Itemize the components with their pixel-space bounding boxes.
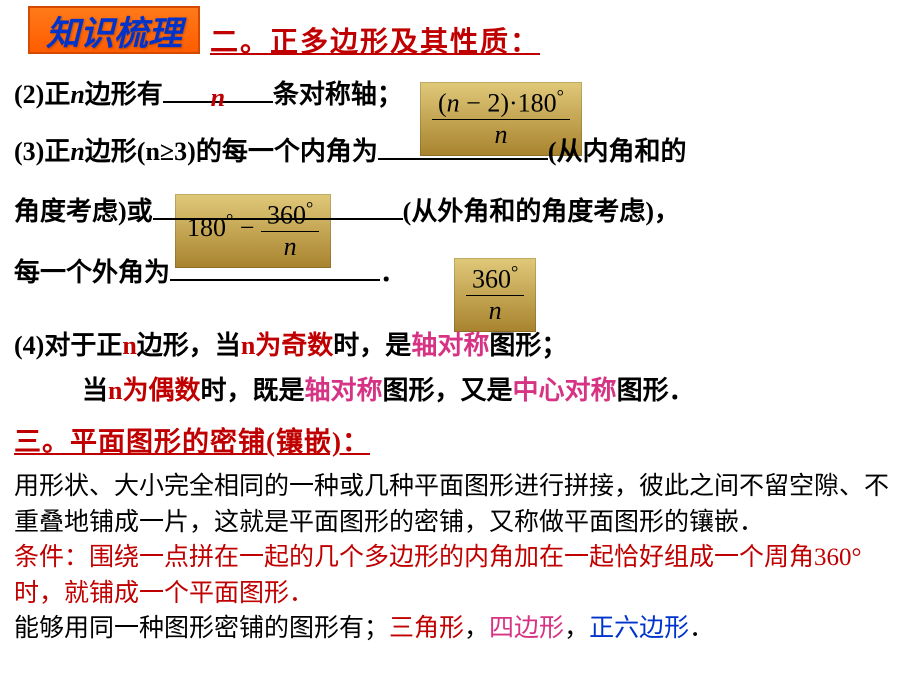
blank-interior-from-ext <box>153 192 403 221</box>
t3d: 角度考虑)或 <box>14 197 153 226</box>
t4ind: 当 <box>82 376 108 405</box>
c1: ， <box>464 615 489 642</box>
t3n: n <box>70 137 84 166</box>
fill-n: n <box>163 73 273 124</box>
section3-shapes: 能够用同一种图形密铺的图形有；三角形，四边形，正六边形． <box>14 611 910 647</box>
t4even: 为偶数 <box>122 376 200 405</box>
t2b: 边形有 <box>85 80 163 109</box>
t4center: 中心对称 <box>513 376 617 405</box>
t4on: n <box>241 331 255 360</box>
blank-symmetry-axes: n <box>163 74 273 103</box>
item-3-line1: (3)正n边形(n≥3)的每一个内角为 (从内角和的 <box>14 127 910 178</box>
t4f: 图形，又是 <box>383 376 513 405</box>
t4axis: 轴对称 <box>411 331 489 360</box>
t4nb: n <box>122 331 136 360</box>
t2c: 条对称轴； <box>273 80 403 109</box>
header-badge: 知识梳理 <box>28 6 200 54</box>
content-body: (2)正n边形有n条对称轴； (3)正n边形(n≥3)的每一个内角为(从内角和的… <box>14 70 910 647</box>
item-2: (2)正n边形有n条对称轴； <box>14 70 910 121</box>
last-a: 能够用同一种图形密铺的图形有； <box>14 615 389 642</box>
cond-text: 围绕一点拼在一起的几个多边形的内角加在一起恰好组成一个周角360°时，就铺成一个… <box>14 544 862 607</box>
t4e: 时，既是 <box>201 376 305 405</box>
shape-triangle: 三角形 <box>389 615 464 642</box>
t3f: 每一个外角为 <box>14 258 170 287</box>
lp: ． <box>689 615 714 642</box>
c2: ， <box>564 615 589 642</box>
t4b: 边形，当 <box>137 331 241 360</box>
blank-exterior-angle <box>170 252 380 281</box>
t4odd: 为奇数 <box>255 331 333 360</box>
t3b: 边形(n≥3)的每一个内角为 <box>85 137 378 166</box>
section2-title: 二。正多边形及其性质： <box>210 20 540 60</box>
blank-interior-angle <box>378 131 548 160</box>
t3a: (3)正 <box>14 137 70 166</box>
t3c: (从内角和的 <box>548 137 687 166</box>
t2a: (2)正 <box>14 80 70 109</box>
t4a: (4)对于正 <box>14 331 122 360</box>
t4c: 时，是 <box>333 331 411 360</box>
shape-quad: 四边形 <box>489 615 564 642</box>
t4en: n <box>108 376 122 405</box>
t4axis2: 轴对称 <box>305 376 383 405</box>
t3e: (从外角和的角度考虑)， <box>403 197 680 226</box>
section3-title: 三。平面图形的密铺(镶嵌)： <box>14 416 910 469</box>
cond-label: 条件： <box>14 544 89 571</box>
item-4-line1: (4)对于正n边形，当n为奇数时，是轴对称图形； <box>14 321 910 372</box>
item-3-line3: 每一个外角为 ． <box>14 248 910 299</box>
item-3-line2: 角度考虑)或 (从外角和的角度考虑)， <box>14 187 910 238</box>
item-4-line2: 当n为偶数时，既是轴对称图形，又是中心对称图形． <box>14 371 910 410</box>
header-badge-text: 知识梳理 <box>46 6 182 55</box>
t4d: 图形； <box>489 331 567 360</box>
t3g: ． <box>380 258 406 287</box>
section3-condition: 条件：围绕一点拼在一起的几个多边形的内角加在一起恰好组成一个周角360°时，就铺… <box>14 540 910 611</box>
shape-hexagon: 正六边形 <box>589 615 689 642</box>
t4g: 图形． <box>617 376 695 405</box>
section3-para1: 用形状、大小完全相同的一种或几种平面图形进行拼接，彼此之间不留空隙、不重叠地铺成… <box>14 469 910 540</box>
t2n: n <box>70 80 84 109</box>
